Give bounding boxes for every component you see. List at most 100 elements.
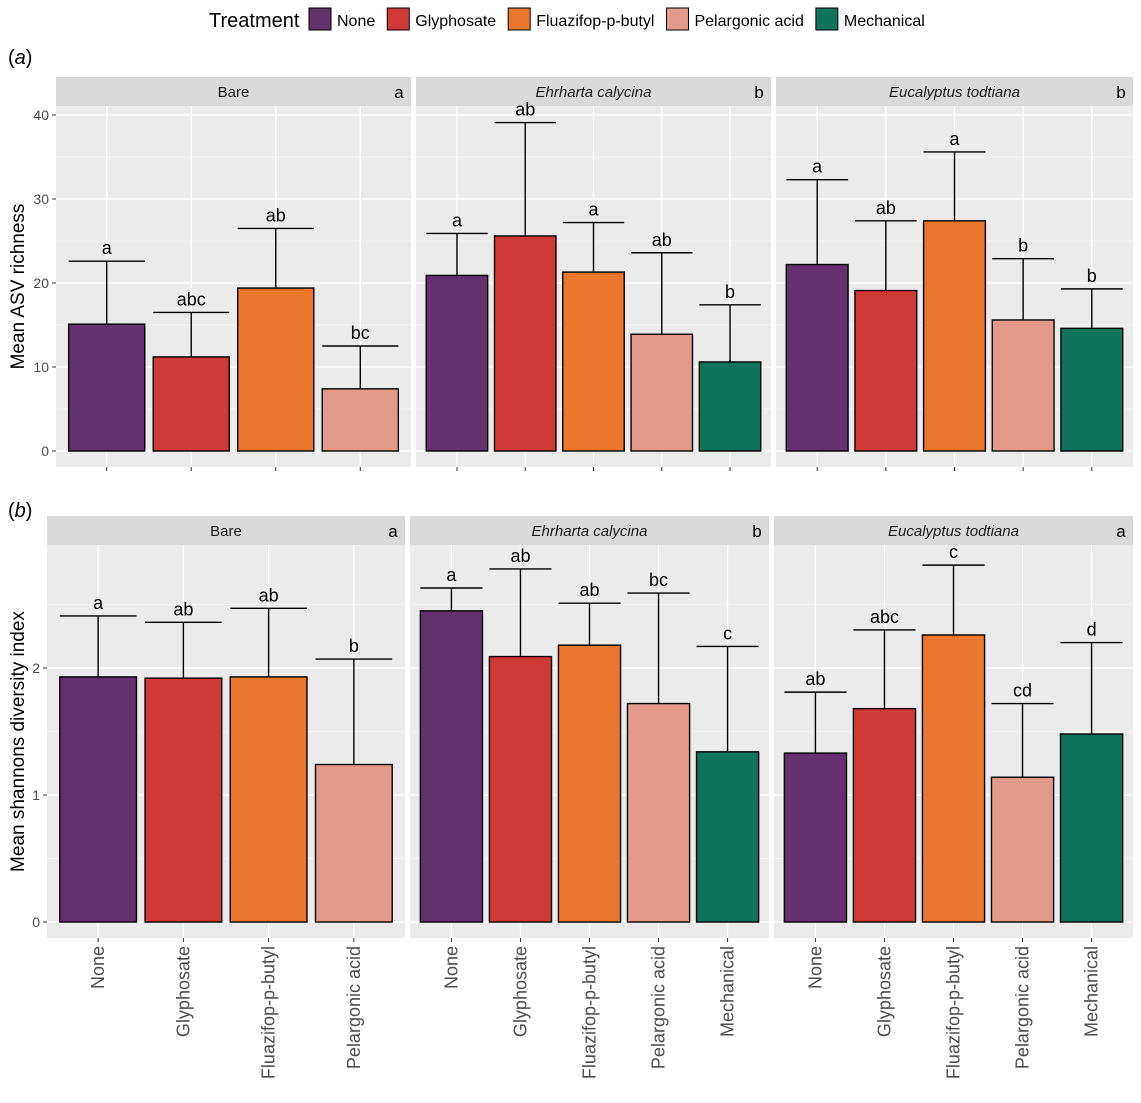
x-tick-label: None — [88, 946, 108, 989]
bar — [698, 361, 762, 452]
bar — [321, 388, 400, 452]
sig-letter: bc — [649, 570, 668, 590]
y-axis-title: Mean shannons diversity index — [8, 611, 29, 872]
bar — [990, 776, 1055, 923]
bar-group-fluazifop-p-butyl: ab — [237, 205, 315, 452]
sig-letter: a — [446, 565, 457, 585]
legend-title: Treatment — [209, 10, 300, 32]
sig-letter: bc — [351, 323, 370, 343]
legend-key — [815, 7, 839, 31]
x-tick-label: None — [441, 946, 461, 989]
bar — [785, 263, 849, 452]
facet-strip — [47, 516, 405, 545]
x-tick-label: Pelargonic acid — [344, 946, 364, 1069]
x-tick-label: Mechanical — [718, 946, 738, 1037]
sig-letter: ab — [515, 100, 535, 120]
bar — [229, 676, 308, 923]
bar-group-mechanical: c — [695, 623, 760, 923]
y-axis-title: Mean ASV richness — [8, 204, 29, 370]
facet-eucalyptus-todtiana: Eucalyptus todtiana a ab None abc Glyphosate c… — [774, 516, 1133, 1079]
bar — [557, 644, 622, 923]
bar — [695, 751, 760, 923]
legend-item-pelargonic-acid: Pelargonic acid — [665, 7, 804, 31]
bar — [1059, 733, 1124, 923]
y-tick-label: 30 — [33, 191, 49, 207]
legend-label: Pelargonic acid — [694, 13, 803, 30]
legend-item-glyphosate: Glyphosate — [386, 7, 496, 31]
sig-letter: ab — [266, 205, 286, 225]
legend-key — [308, 7, 332, 31]
bar-group-pelargonic-acid: cd — [990, 681, 1055, 923]
bar — [922, 220, 987, 452]
facet-strip — [774, 516, 1133, 545]
x-tick-label: Fluazifop-p-butyl — [944, 946, 964, 1079]
facet-title: Bare — [210, 523, 242, 540]
bar — [144, 677, 223, 923]
y-tick-label: 10 — [33, 359, 49, 375]
bar — [237, 287, 315, 452]
legend-item-fluazifop-p-butyl: Fluazifop-p-butyl — [507, 7, 654, 31]
x-tick-label: Fluazifop-p-butyl — [580, 946, 600, 1079]
bar-group-none: a — [425, 210, 489, 452]
legend-label: Glyphosate — [415, 13, 496, 30]
legend-key — [386, 7, 410, 31]
sig-letter: a — [588, 200, 599, 220]
facet-group-letter: a — [394, 83, 404, 102]
x-tick-label: Mechanical — [1082, 946, 1102, 1037]
facet-title: Ehrharta calycina — [532, 523, 648, 540]
facet-title: Ehrharta calycina — [536, 84, 652, 101]
facet-title: Eucalyptus todtiana — [888, 523, 1019, 540]
y-tick-label: 2 — [32, 660, 40, 676]
bar — [921, 634, 986, 923]
sig-letter: cd — [1013, 681, 1032, 701]
sig-letter: a — [452, 210, 463, 230]
bar-group-glyphosate: abc — [852, 607, 917, 923]
bar-group-fluazifop-p-butyl: c — [921, 542, 986, 923]
sig-letter: a — [102, 238, 113, 258]
sig-letter: b — [349, 636, 359, 656]
sig-letter: a — [949, 129, 960, 149]
y-tick-label: 0 — [41, 443, 49, 459]
x-tick-label: Glyphosate — [874, 946, 894, 1037]
panel-label: (b) — [8, 500, 32, 522]
bar — [419, 610, 484, 923]
sig-letter: ab — [510, 546, 530, 566]
bar-group-mechanical: b — [698, 282, 762, 452]
bar-group-glyphosate: ab — [488, 546, 553, 923]
sig-letter: ab — [173, 599, 193, 619]
bar-group-none: a — [785, 157, 849, 452]
sig-letter: ab — [652, 230, 672, 250]
sig-letter: ab — [259, 585, 279, 605]
facet-group-letter: b — [754, 83, 763, 102]
x-tick-label: Glyphosate — [173, 946, 193, 1037]
sig-letter: a — [812, 157, 823, 177]
bar — [67, 323, 146, 452]
sig-letter: ab — [876, 198, 896, 218]
bar-group-pelargonic-acid: b — [991, 236, 1055, 452]
x-tick-label: Glyphosate — [510, 946, 530, 1037]
bar-group-mechanical: b — [1060, 266, 1124, 452]
facet-group-letter: a — [388, 522, 398, 541]
bar — [562, 271, 625, 452]
sig-letter: b — [1087, 266, 1097, 286]
facet-strip — [56, 77, 411, 106]
facet-ehrharta-calycina: Ehrharta calycina b a None ab Glyphosate ab Flu… — [410, 516, 769, 1079]
bar — [854, 289, 918, 452]
sig-letter: c — [949, 542, 958, 562]
facet-ehrharta-calycina: Ehrharta calycina b a ab a ab b — [416, 77, 771, 471]
legend-item-none: None — [308, 7, 375, 31]
sig-letter: b — [725, 282, 735, 302]
panel-label: (a) — [8, 47, 32, 69]
bar-group-pelargonic-acid: b — [314, 636, 393, 923]
bar-group-fluazifop-p-butyl: a — [562, 200, 625, 452]
sig-letter: b — [1018, 236, 1028, 256]
bar — [59, 676, 138, 923]
x-tick-label: Pelargonic acid — [649, 946, 669, 1069]
legend-label: None — [337, 13, 375, 30]
legend-label: Mechanical — [844, 13, 925, 30]
bar — [152, 356, 230, 452]
y-tick-label: 0 — [32, 914, 40, 930]
bar-group-glyphosate: ab — [854, 198, 918, 452]
